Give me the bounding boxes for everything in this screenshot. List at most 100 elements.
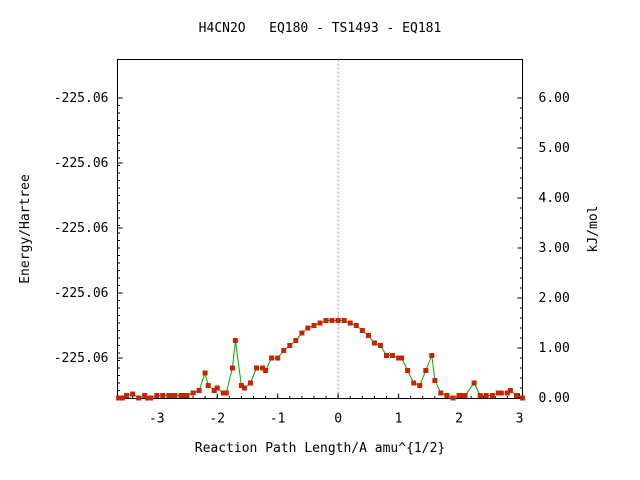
data-point-marker <box>124 393 130 398</box>
data-point-marker <box>429 353 435 358</box>
data-point-marker <box>514 393 519 398</box>
data-point-marker <box>417 383 423 388</box>
data-point-marker <box>214 385 220 391</box>
left-axis: -225.06 -225.06 -225.06 -225.06 -225.06 <box>54 91 123 399</box>
data-point-marker <box>323 318 329 323</box>
data-point-marker <box>390 353 395 358</box>
right-axis: 6.00 5.00 4.00 3.00 2.00 1.00 0.00 <box>517 91 570 406</box>
data-point-marker <box>495 390 501 396</box>
data-point-marker <box>384 353 389 358</box>
data-point-marker <box>275 355 281 361</box>
data-point-marker <box>190 390 196 396</box>
data-point-marker <box>489 393 495 398</box>
data-point-marker <box>178 393 184 398</box>
right-tick-label: 4.00 <box>539 191 570 206</box>
data-point-marker <box>353 323 359 328</box>
energy-profile-line <box>118 320 523 399</box>
left-tick-label: -225.06 <box>54 286 109 301</box>
data-point-marker <box>444 393 450 398</box>
data-point-marker <box>520 395 525 401</box>
right-tick-label: 5.00 <box>539 141 570 156</box>
x-tick-label: 3 <box>516 412 524 427</box>
data-point-marker <box>462 393 468 398</box>
data-point-marker <box>148 395 154 401</box>
data-point-marker <box>423 368 429 373</box>
right-tick-label: 3.00 <box>539 241 570 256</box>
data-point-marker <box>229 365 235 371</box>
y-axis-label-left: Energy/Hartree <box>18 174 33 284</box>
data-point-marker <box>456 393 462 398</box>
right-tick-label: 0.00 <box>539 391 570 406</box>
data-point-marker <box>396 355 402 361</box>
data-point-marker <box>411 380 417 386</box>
right-tick-label: 2.00 <box>539 291 570 306</box>
data-point-marker <box>311 323 317 328</box>
data-point-marker <box>269 355 275 361</box>
data-point-marker <box>371 340 377 346</box>
left-tick-label: -225.06 <box>54 156 109 171</box>
data-point-marker <box>341 318 347 323</box>
data-point-marker <box>136 395 142 401</box>
data-point-marker <box>211 388 217 393</box>
data-point-marker <box>359 328 365 333</box>
data-point-marker <box>477 393 483 398</box>
left-tick-label: -225.06 <box>54 221 109 236</box>
chart-title: H4CN2O EQ180 - TS1493 - EQ181 <box>199 21 442 36</box>
data-point-marker <box>299 330 305 336</box>
y-axis-label-right: kJ/mol <box>586 206 601 253</box>
data-point-marker <box>377 343 383 348</box>
data-point-marker <box>450 395 456 401</box>
data-point-marker <box>184 393 190 398</box>
right-tick-label: 6.00 <box>539 91 570 106</box>
data-point-marker <box>287 343 293 348</box>
data-point-marker <box>432 378 438 383</box>
x-tick-label: 1 <box>395 412 403 427</box>
data-point-marker <box>160 393 166 398</box>
data-point-marker <box>142 393 148 398</box>
data-point-marker <box>260 365 266 371</box>
left-tick-label: -225.06 <box>54 91 109 106</box>
x-tick-label: -1 <box>270 412 286 427</box>
x-tick-label: -2 <box>209 412 225 427</box>
data-point-marker <box>223 390 229 396</box>
data-point-marker <box>305 325 311 331</box>
series-layer <box>116 318 525 401</box>
data-point-marker <box>347 320 353 326</box>
data-point-marker <box>399 355 405 361</box>
data-point-marker <box>263 368 269 373</box>
data-point-marker <box>483 393 489 398</box>
data-point-marker <box>459 393 465 398</box>
data-point-marker <box>202 370 208 376</box>
data-point-marker <box>196 388 202 393</box>
data-point-marker <box>317 320 323 326</box>
data-point-marker <box>169 393 175 398</box>
data-point-marker <box>365 333 371 338</box>
data-point-marker <box>329 318 335 323</box>
data-point-marker <box>293 338 299 343</box>
data-point-marker <box>335 318 341 323</box>
plot-frame <box>117 59 523 399</box>
data-point-marker <box>130 391 136 397</box>
data-point-marker <box>405 368 411 373</box>
data-point-marker <box>254 365 259 371</box>
data-point-marker <box>119 395 125 401</box>
x-axis: -3 -2 -1 0 1 2 3 <box>120 393 524 427</box>
x-axis-label: Reaction Path Length/A amu^{1/2} <box>195 441 445 456</box>
x-tick-label: 2 <box>455 412 463 427</box>
data-point-marker <box>504 390 510 396</box>
data-point-marker <box>145 395 151 401</box>
data-point-marker <box>232 338 238 343</box>
data-point-marker <box>507 388 513 393</box>
data-point-marker <box>281 348 287 353</box>
data-point-marker <box>241 385 247 391</box>
right-tick-label: 1.00 <box>539 341 570 356</box>
x-tick-label: -3 <box>149 412 165 427</box>
data-point-marker <box>154 393 160 398</box>
data-point-marker <box>166 393 172 398</box>
x-tick-label: 0 <box>334 412 342 427</box>
data-point-marker <box>498 390 504 396</box>
data-point-marker <box>248 380 253 386</box>
left-tick-label: -225.06 <box>54 351 109 366</box>
data-point-marker <box>438 390 444 396</box>
